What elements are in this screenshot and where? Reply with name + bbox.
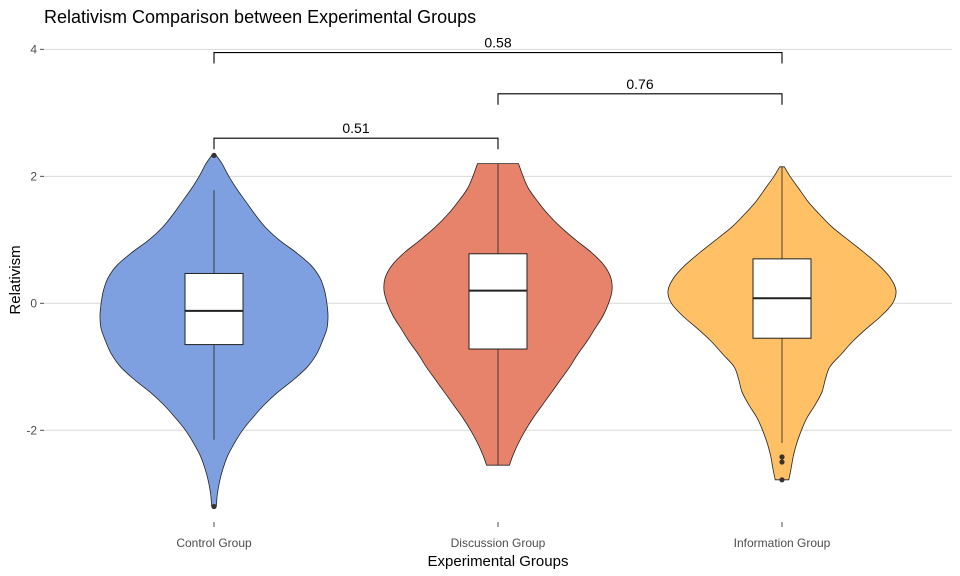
chart-title: Relativism Comparison between Experiment… xyxy=(44,7,476,27)
x-axis: Control Group Discussion Group Information… xyxy=(176,522,831,550)
comparison-bracket xyxy=(213,137,499,150)
y-tick-label: -2 xyxy=(26,423,37,437)
outlier-point xyxy=(211,503,217,510)
outlier-point xyxy=(211,152,217,158)
comparison-bracket xyxy=(213,51,783,64)
violins xyxy=(99,152,897,510)
y-tick-label: 0 xyxy=(30,296,37,310)
x-tick-label: Control Group xyxy=(176,536,252,550)
p-value-label: 0.58 xyxy=(484,35,511,51)
x-axis-title: Experimental Groups xyxy=(428,553,569,570)
box xyxy=(468,253,528,350)
x-tick-label: Information Group xyxy=(734,536,831,550)
y-axis: -2 0 2 4 xyxy=(26,42,44,437)
outlier-point xyxy=(779,459,785,465)
y-tick-label: 2 xyxy=(30,169,37,183)
p-value-label: 0.51 xyxy=(342,120,369,136)
outlier-point xyxy=(779,477,785,483)
x-tick-label: Discussion Group xyxy=(451,536,546,550)
p-value-label: 0.76 xyxy=(626,76,653,92)
y-tick-label: 4 xyxy=(30,42,37,56)
comparison-bracket xyxy=(497,93,783,105)
outlier-point xyxy=(779,454,785,460)
y-axis-title: Relativism xyxy=(7,245,24,314)
box xyxy=(184,272,244,346)
comparison-brackets: 0.51 0.76 0.58 xyxy=(213,35,783,150)
